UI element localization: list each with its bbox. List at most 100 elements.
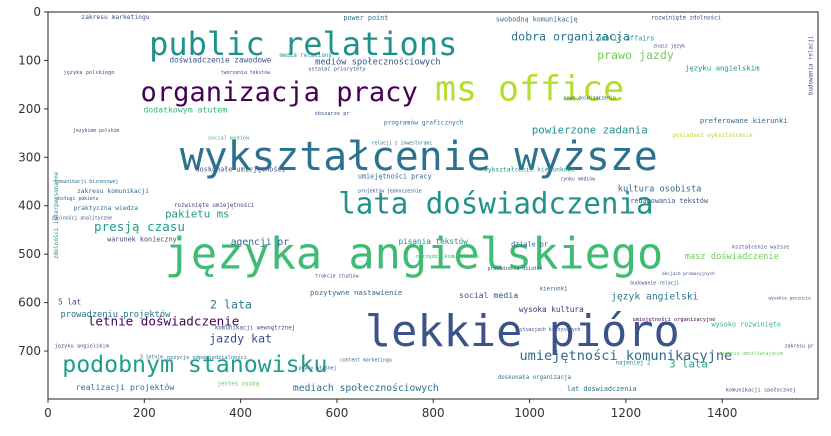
y-tick-label-5: 500 bbox=[18, 247, 41, 261]
word-47: wysoko rozwinięte bbox=[711, 320, 781, 328]
word-56: budowania relacji bbox=[809, 35, 815, 95]
word-48: 5 lat bbox=[58, 298, 81, 307]
word-35: języku angielskim bbox=[685, 64, 760, 73]
word-78: komunikacji społecznej bbox=[726, 387, 796, 393]
word-31: wysoka kultura bbox=[519, 305, 584, 314]
word-7: podobnym stanowisku bbox=[62, 351, 327, 378]
word-46: zakresu komunikacji bbox=[77, 188, 149, 195]
x-axis: 0 200 400 600 800 1000 1200 1400 bbox=[44, 399, 737, 420]
word-8: umiejętności komunikacyjne bbox=[519, 348, 732, 364]
word-37: wykształcenie kierunkowe bbox=[484, 166, 575, 173]
word-36: preferowane kierunki bbox=[700, 116, 788, 125]
word-15: pakietu ms bbox=[165, 207, 229, 220]
word-71: pozycje odpowiedzialności bbox=[167, 354, 247, 361]
x-tick-label-3: 600 bbox=[325, 406, 348, 420]
word-24: 2 lata bbox=[210, 298, 252, 312]
word-57: media relations bbox=[279, 53, 331, 59]
y-tick-label-7: 700 bbox=[18, 344, 41, 358]
word-33: pozytywne nastawienie bbox=[310, 288, 402, 297]
word-39: public affairs bbox=[597, 35, 654, 43]
word-69: pracy własnej bbox=[299, 366, 337, 372]
word-54: języka polskiego bbox=[63, 70, 114, 76]
word-89: nowe doświadczenia bbox=[564, 95, 616, 102]
word-59: kształcenie wyższe bbox=[732, 244, 789, 250]
word-16: presją czasu bbox=[94, 219, 185, 234]
word-28: warunek konieczny bbox=[107, 236, 177, 244]
word-layer: języka angielskiego wykształcenie wyższe l… bbox=[51, 14, 814, 394]
word-11: mediów społecznościowych bbox=[315, 56, 441, 67]
word-13: dodatkowym atutem bbox=[143, 104, 227, 114]
word-18: letnie doświadczenie bbox=[88, 313, 240, 328]
word-79: znasz język bbox=[653, 43, 685, 49]
word-74: komunikacji biznesowej bbox=[55, 179, 119, 185]
y-tick-label-0: 0 bbox=[33, 5, 41, 19]
word-81: trakcie studiów bbox=[315, 272, 358, 279]
word-3: public relations bbox=[149, 25, 457, 63]
word-72: projektów jednoczesnie bbox=[358, 188, 422, 195]
word-84: tworzenia tekstów bbox=[221, 69, 270, 76]
word-76: content marketingu bbox=[340, 357, 392, 363]
word-58: ustalać priorytety bbox=[308, 66, 365, 73]
word-21: umiejętności pracy bbox=[358, 173, 432, 181]
word-43: zakresu marketingu bbox=[81, 14, 149, 21]
word-87: budowanie relacji bbox=[630, 281, 679, 287]
word-5: ms office bbox=[435, 69, 624, 109]
x-tick-label-5: 1000 bbox=[514, 406, 545, 420]
word-25: 3 lata bbox=[669, 358, 708, 371]
y-tick-label-4: 400 bbox=[18, 199, 41, 213]
word-65: obszarze pr bbox=[315, 111, 350, 117]
word-30: social media bbox=[459, 290, 518, 300]
plot-frame bbox=[47, 11, 819, 400]
word-44: doskonałe umiejętności bbox=[196, 165, 286, 173]
word-86: zdolności analityczne bbox=[51, 214, 112, 221]
y-axis: 0 100 200 300 400 500 600 700 bbox=[18, 5, 48, 358]
word-83: zakresu pr bbox=[785, 344, 814, 350]
word-41: swobodną komunikację bbox=[496, 15, 578, 23]
word-82: stopniu umożliwiającym bbox=[719, 351, 783, 357]
word-20: język angielski bbox=[611, 291, 699, 302]
x-tick-label-2: 400 bbox=[229, 406, 252, 420]
word-85: jezykiem polskim bbox=[73, 128, 119, 134]
word-17: agencji pr bbox=[231, 237, 289, 248]
word-27: realizacji projektów bbox=[76, 382, 175, 392]
y-tick-label-2: 200 bbox=[18, 102, 41, 116]
y-tick-label-3: 300 bbox=[18, 150, 41, 164]
word-4: organizacja pracy bbox=[140, 77, 417, 108]
word-53: social mediów bbox=[208, 134, 250, 141]
word-1: wykształcenie wyższe bbox=[180, 134, 658, 180]
word-49: najmniej 2 bbox=[616, 361, 651, 367]
x-tick-label-7: 1400 bbox=[707, 406, 738, 420]
word-0: języka angielskiego bbox=[165, 230, 664, 280]
word-34: programów graficznych bbox=[384, 118, 464, 126]
word-19: jazdy kat bbox=[209, 331, 272, 345]
x-tick-label-6: 1200 bbox=[611, 406, 642, 420]
word-64: rozwinięte umiejętności bbox=[174, 202, 255, 209]
word-55: zdolności interpersonalne bbox=[53, 171, 60, 259]
word-62: doskonała organizacja bbox=[498, 375, 571, 381]
word-45: praktyczna wiedza bbox=[74, 205, 139, 212]
word-91: wysokie poczucie bbox=[768, 295, 811, 301]
y-tick-label-1: 100 bbox=[18, 53, 41, 67]
word-12: doświadczenie zawodowe bbox=[169, 55, 271, 64]
x-tick-label-4: 800 bbox=[422, 406, 445, 420]
word-51: lat doświadczenia bbox=[567, 385, 637, 393]
word-14: powierzone zadania bbox=[532, 124, 648, 137]
x-tick-label-1: 200 bbox=[133, 406, 156, 420]
word-9: dobra organizacja bbox=[511, 30, 630, 44]
word-88: języku angielskim bbox=[55, 344, 109, 350]
word-52: narzędzi komunikacji bbox=[416, 254, 480, 260]
word-50: komunikacji wewnętrznej bbox=[215, 325, 295, 331]
word-68: 3 letnie bbox=[140, 354, 163, 360]
word-26: mediach społecznościowych bbox=[293, 382, 439, 394]
word-61: umiejętności organizacyjne bbox=[633, 316, 716, 323]
word-66: posiadasz wykształcenie bbox=[672, 133, 753, 139]
word-90: akcjach promocyjnych bbox=[662, 271, 715, 277]
word-29: pisania tekstów bbox=[399, 237, 469, 246]
word-6: lata doświadczenia bbox=[338, 187, 653, 221]
word-10: prawo jazdy bbox=[597, 48, 674, 62]
word-32: prowadzeniu projektów bbox=[60, 309, 171, 320]
word-42: rozwinięte zdolności bbox=[651, 14, 721, 21]
word-70: jesteś osobą bbox=[217, 380, 259, 387]
word-63: dziale pr bbox=[511, 240, 548, 248]
